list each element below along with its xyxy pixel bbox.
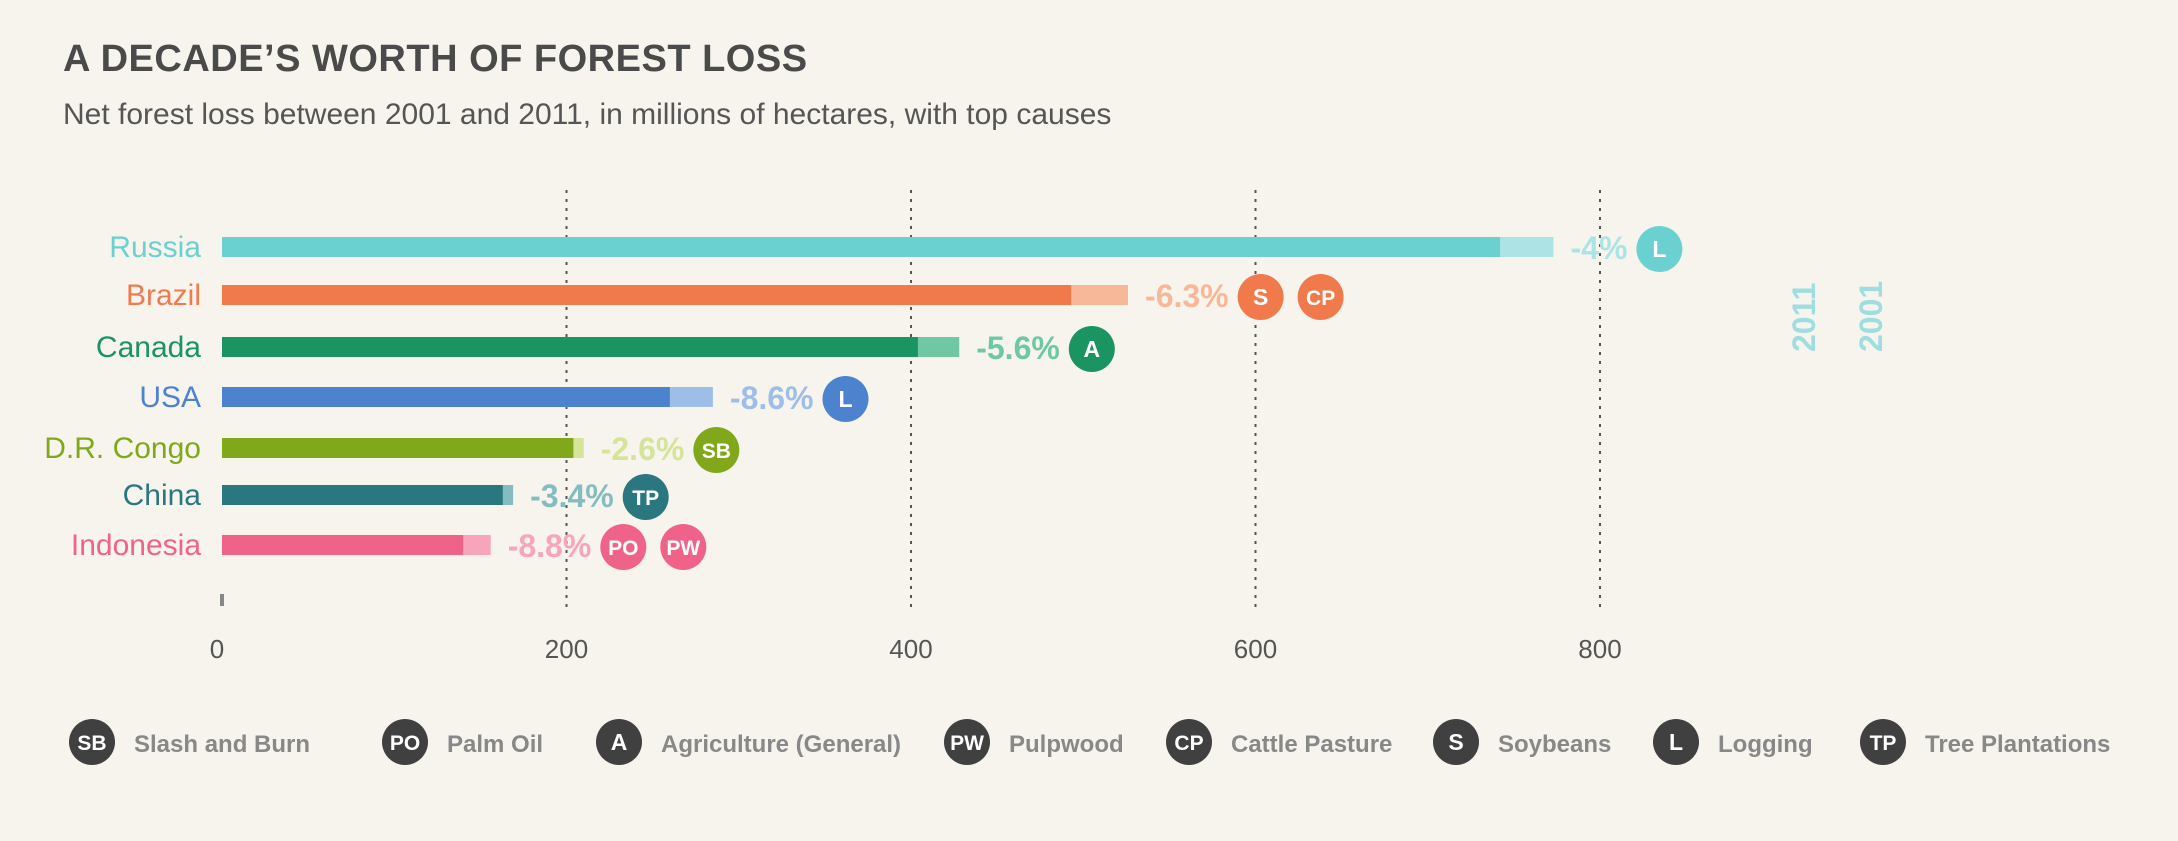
- cause-badge: [693, 427, 740, 473]
- legend-label: Palm Oil: [447, 731, 543, 758]
- legend-badge: [69, 719, 115, 765]
- legend-label: Pulpwood: [1009, 731, 1124, 758]
- category-label: Brazil: [126, 279, 201, 312]
- cause-badge: [1068, 326, 1115, 372]
- bar-2011: [222, 337, 918, 357]
- bar-2011: [222, 485, 503, 505]
- category-label: China: [123, 479, 202, 512]
- x-tick-label: 600: [1234, 634, 1277, 664]
- legend-badge: [1433, 719, 1479, 765]
- x-tick-label: 400: [889, 634, 932, 664]
- legend-badge-text: L: [1669, 729, 1683, 755]
- bar-2011: [222, 387, 670, 407]
- cause-badge-text: PO: [608, 537, 638, 560]
- legend-badge: [596, 719, 642, 765]
- legend-label: Tree Plantations: [1925, 731, 2110, 758]
- bar-2011: [222, 285, 1072, 305]
- legend-badge: [944, 719, 990, 765]
- category-label: D.R. Congo: [44, 432, 201, 465]
- legend-label: Agriculture (General): [661, 731, 901, 758]
- category-label: Canada: [96, 331, 201, 364]
- cause-badge-text: S: [1253, 284, 1268, 310]
- chart-subtitle: Net forest loss between 2001 and 2011, i…: [63, 98, 1112, 131]
- legend-badge: [1860, 719, 1906, 765]
- category-label: USA: [139, 381, 201, 414]
- bar-2011: [222, 535, 464, 555]
- cause-badge-text: A: [1084, 336, 1101, 362]
- legend-badge: [382, 719, 428, 765]
- change-label: -4%: [1570, 230, 1627, 266]
- legend-badge-text: A: [611, 729, 628, 755]
- legend-label: Logging: [1718, 731, 1813, 758]
- legend-badge-text: SB: [77, 732, 106, 755]
- cause-badge-text: L: [1652, 236, 1666, 262]
- legend-badge-text: TP: [1870, 732, 1897, 755]
- legend-badge-text: PW: [950, 732, 984, 755]
- change-label: -8.6%: [730, 380, 814, 416]
- legend-label: Cattle Pasture: [1231, 731, 1392, 758]
- year-label: 2011: [1786, 283, 1822, 352]
- year-label: 2001: [1853, 281, 1889, 352]
- x-tick-label: 200: [545, 634, 588, 664]
- x-tick-label: 0: [210, 634, 224, 664]
- legend-label: Soybeans: [1498, 731, 1611, 758]
- bar-2011: [222, 237, 1501, 257]
- bar-2011: [222, 438, 574, 458]
- category-label: Indonesia: [71, 529, 201, 562]
- cause-badge-text: TP: [632, 487, 659, 510]
- change-label: -8.8%: [508, 528, 592, 564]
- change-label: -3.4%: [530, 478, 614, 514]
- cause-badge-text: PW: [666, 537, 700, 560]
- change-label: -5.6%: [976, 330, 1060, 366]
- legend-label: Slash and Burn: [134, 731, 310, 758]
- legend-badge-text: CP: [1174, 732, 1203, 755]
- x-tick-label: 800: [1578, 634, 1621, 664]
- cause-badge: [1636, 226, 1683, 272]
- cause-badge-text: SB: [702, 440, 731, 463]
- category-label: Russia: [109, 231, 201, 264]
- cause-badge: [1297, 274, 1344, 320]
- change-label: -6.3%: [1145, 278, 1229, 314]
- cause-badge: [660, 524, 707, 570]
- cause-badge: [822, 376, 869, 422]
- legend-badge: [1166, 719, 1212, 765]
- legend-badge: [1653, 719, 1699, 765]
- chart-title: A DECADE’S WORTH OF FOREST LOSS: [63, 38, 808, 80]
- cause-badge: [622, 474, 669, 520]
- legend-badge-text: PO: [390, 732, 420, 755]
- cause-badge: [1237, 274, 1284, 320]
- legend-badge-text: S: [1448, 729, 1463, 755]
- cause-badge-text: CP: [1306, 287, 1335, 310]
- cause-badge-text: L: [838, 386, 852, 412]
- change-label: -2.6%: [601, 431, 685, 467]
- cause-badge: [600, 524, 647, 570]
